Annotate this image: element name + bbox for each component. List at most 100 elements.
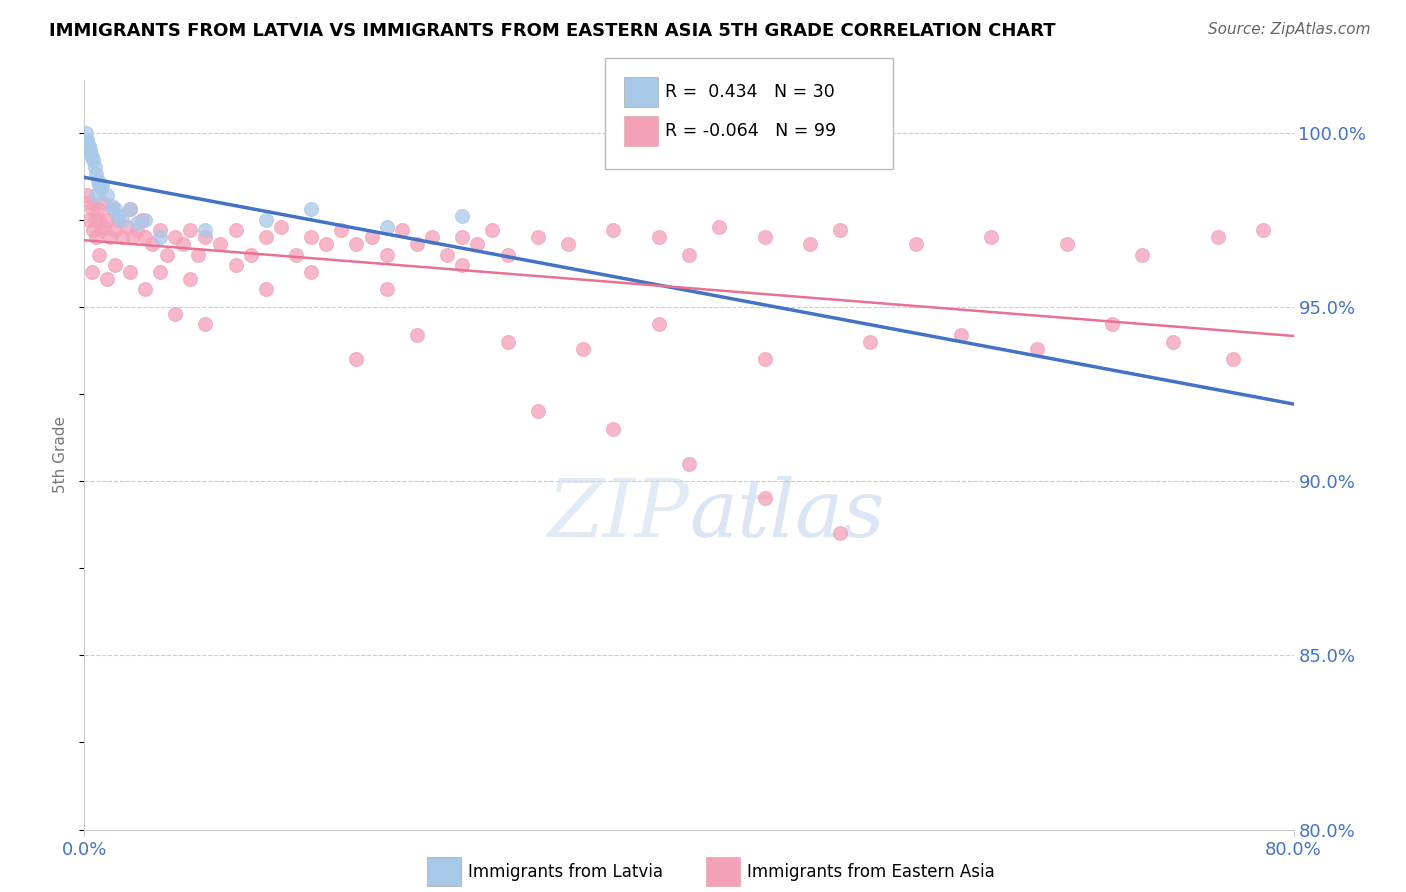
Text: Immigrants from Latvia: Immigrants from Latvia bbox=[468, 863, 664, 881]
Point bbox=[436, 247, 458, 261]
Point bbox=[527, 230, 550, 244]
Point bbox=[648, 317, 671, 331]
Point bbox=[754, 491, 776, 506]
Point bbox=[346, 237, 368, 252]
Point bbox=[134, 282, 156, 296]
Point bbox=[75, 126, 97, 140]
Point bbox=[76, 132, 98, 146]
Point bbox=[134, 230, 156, 244]
Point bbox=[90, 223, 112, 237]
Point bbox=[172, 237, 194, 252]
Point bbox=[79, 146, 101, 161]
Point bbox=[1161, 334, 1184, 349]
Point bbox=[709, 219, 731, 234]
Point bbox=[830, 526, 852, 541]
Point bbox=[285, 247, 308, 261]
Point bbox=[799, 237, 821, 252]
Point bbox=[118, 202, 141, 217]
Point bbox=[830, 223, 852, 237]
Point bbox=[127, 223, 149, 237]
Point bbox=[86, 230, 108, 244]
Point bbox=[179, 223, 201, 237]
Point bbox=[299, 265, 322, 279]
Y-axis label: 5th Grade: 5th Grade bbox=[53, 417, 69, 493]
Point bbox=[84, 212, 107, 227]
Point bbox=[91, 178, 114, 192]
Point bbox=[754, 230, 776, 244]
Point bbox=[89, 212, 111, 227]
Point bbox=[406, 327, 429, 342]
Point bbox=[315, 237, 337, 252]
Point bbox=[187, 247, 209, 261]
Point bbox=[360, 230, 382, 244]
Point bbox=[496, 247, 519, 261]
Point bbox=[149, 223, 172, 237]
Point bbox=[678, 247, 700, 261]
Text: atlas: atlas bbox=[689, 476, 884, 554]
Point bbox=[451, 209, 474, 223]
Point bbox=[225, 258, 247, 272]
Point bbox=[93, 219, 115, 234]
Point bbox=[557, 237, 579, 252]
Point bbox=[904, 237, 927, 252]
Point bbox=[107, 209, 129, 223]
Text: R =  0.434   N = 30: R = 0.434 N = 30 bbox=[665, 83, 835, 101]
Point bbox=[111, 230, 134, 244]
Point bbox=[87, 202, 110, 217]
Text: Source: ZipAtlas.com: Source: ZipAtlas.com bbox=[1208, 22, 1371, 37]
Point bbox=[149, 265, 172, 279]
Point bbox=[194, 317, 217, 331]
Point bbox=[254, 212, 277, 227]
Point bbox=[451, 230, 474, 244]
Point bbox=[602, 422, 624, 436]
Point bbox=[80, 150, 103, 164]
Point bbox=[330, 223, 353, 237]
Point bbox=[950, 327, 973, 342]
Point bbox=[165, 230, 187, 244]
Point bbox=[194, 223, 217, 237]
Point bbox=[149, 230, 172, 244]
Point bbox=[406, 237, 429, 252]
Point bbox=[420, 230, 443, 244]
Point bbox=[179, 272, 201, 286]
Point bbox=[254, 230, 277, 244]
Point bbox=[86, 167, 108, 181]
Point bbox=[602, 223, 624, 237]
Point bbox=[299, 202, 322, 217]
Point bbox=[104, 258, 127, 272]
Point bbox=[391, 223, 413, 237]
Point bbox=[1253, 223, 1275, 237]
Point bbox=[481, 223, 503, 237]
Point bbox=[77, 139, 100, 153]
Point bbox=[141, 237, 163, 252]
Text: Immigrants from Eastern Asia: Immigrants from Eastern Asia bbox=[747, 863, 994, 881]
Point bbox=[572, 342, 595, 356]
Point bbox=[100, 199, 122, 213]
Point bbox=[104, 202, 127, 217]
Point bbox=[131, 212, 153, 227]
Text: R = -0.064   N = 99: R = -0.064 N = 99 bbox=[665, 122, 837, 140]
Point bbox=[80, 265, 103, 279]
Point bbox=[346, 352, 368, 367]
Point bbox=[467, 237, 489, 252]
Point bbox=[1101, 317, 1123, 331]
Point bbox=[77, 143, 100, 157]
Point bbox=[77, 212, 100, 227]
Point bbox=[96, 188, 118, 202]
Point bbox=[1132, 247, 1154, 261]
Point bbox=[76, 136, 98, 150]
Point bbox=[100, 202, 122, 217]
Point bbox=[375, 247, 398, 261]
Point bbox=[299, 230, 322, 244]
Point bbox=[98, 230, 121, 244]
Point bbox=[375, 219, 398, 234]
Point bbox=[754, 352, 776, 367]
Point bbox=[134, 212, 156, 227]
Point bbox=[89, 247, 111, 261]
Point bbox=[96, 272, 118, 286]
Point bbox=[156, 247, 179, 261]
Point bbox=[527, 404, 550, 418]
Point bbox=[91, 195, 114, 210]
Point bbox=[254, 282, 277, 296]
Point bbox=[96, 212, 118, 227]
